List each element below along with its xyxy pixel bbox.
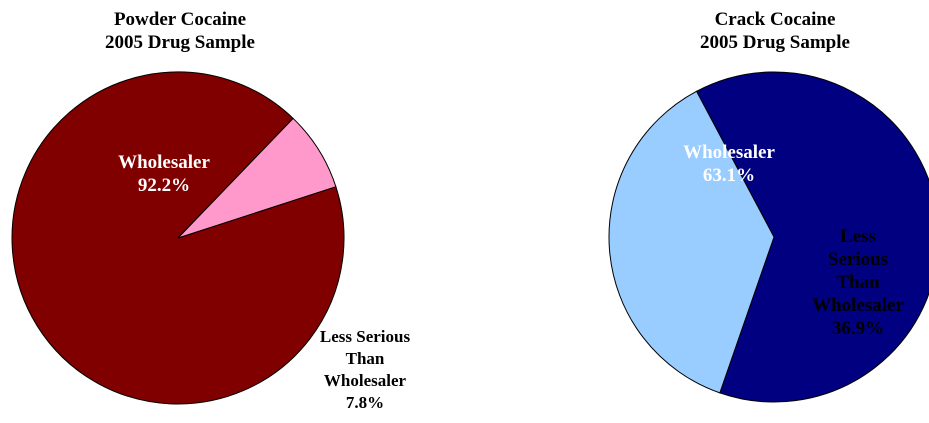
pie-slice-less-serious bbox=[177, 117, 337, 239]
powder-cocaine-chart: Powder Cocaine 2005 Drug Sample Wholesal… bbox=[11, 8, 411, 412]
chart-title: Crack Cocaine 2005 Drug Sample bbox=[690, 8, 860, 54]
chart-title-line-2: 2005 Drug Sample bbox=[105, 32, 255, 53]
slice-label-less-serious: Less Serious Than Wholesaler 7.8% bbox=[320, 327, 411, 412]
crack-cocaine-chart: Crack Cocaine 2005 Drug Sample Wholesale… bbox=[465, 0, 929, 423]
slice-label-line: Wholesaler bbox=[812, 295, 904, 316]
slice-label-line: Wholesaler bbox=[324, 371, 407, 390]
slice-label-line: Less Serious bbox=[320, 327, 411, 346]
slice-value-label: 63.1% bbox=[703, 165, 755, 186]
slice-label-line: Serious bbox=[828, 249, 888, 270]
slice-value-label: 36.9% bbox=[832, 318, 884, 339]
slice-label-line: Less bbox=[840, 226, 876, 247]
slice-label-less-serious: Less Serious Than Wholesaler 36.9% bbox=[812, 226, 904, 339]
slice-label-wholesaler: Wholesaler 63.1% bbox=[683, 142, 775, 186]
powder-cocaine-pie: Wholesaler 92.2%Less Serious Than Wholesale… bbox=[11, 71, 411, 412]
pie-slice-less-serious bbox=[608, 90, 775, 394]
chart-title: Powder Cocaine 2005 Drug Sample bbox=[95, 8, 265, 54]
pie-slice-wholesaler bbox=[695, 71, 929, 403]
slice-label-wholesaler: Wholesaler 92.2% bbox=[118, 152, 210, 196]
crack-cocaine-pie: Wholesaler 63.1%Less Serious Than Wholesaler… bbox=[608, 71, 929, 403]
chart-title-line-1: Powder Cocaine bbox=[113, 9, 247, 30]
slice-value-label: 7.8% bbox=[346, 393, 384, 412]
slice-label-line: Than bbox=[836, 272, 880, 293]
pie-slice-wholesaler bbox=[11, 71, 345, 405]
chart-title-line-1: Crack Cocaine bbox=[714, 9, 836, 30]
slice-value-label: 92.2% bbox=[138, 175, 190, 196]
chart-title-line-2: 2005 Drug Sample bbox=[700, 32, 850, 53]
slice-label-line: Than bbox=[346, 349, 385, 368]
slice-label-line: Wholesaler bbox=[683, 142, 775, 163]
slice-label-line: Wholesaler bbox=[118, 152, 210, 173]
